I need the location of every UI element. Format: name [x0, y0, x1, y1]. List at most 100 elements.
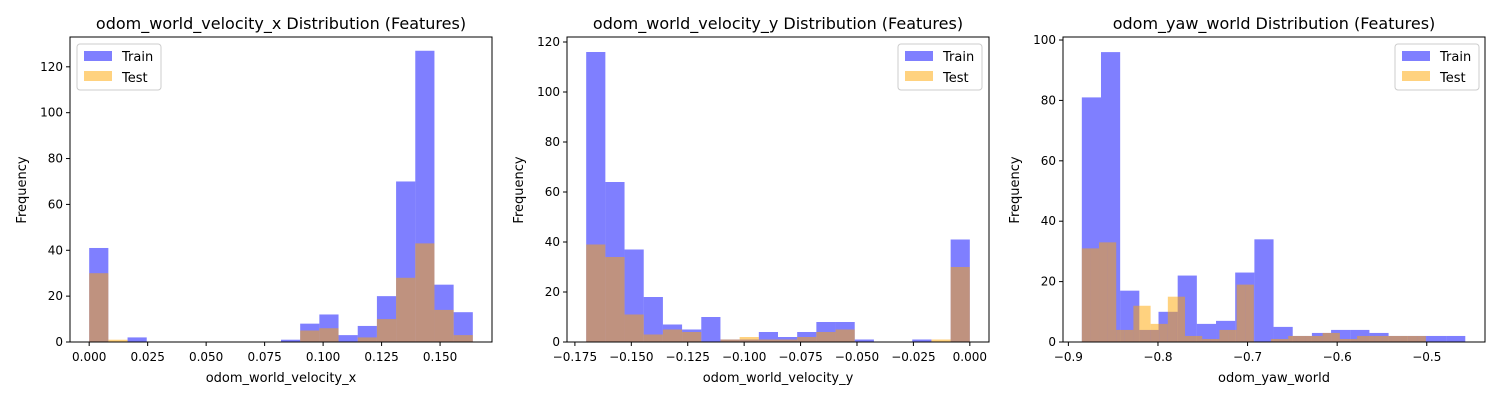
- histogram-bar-test: [1107, 242, 1117, 342]
- histogram-bar-test: [1339, 338, 1349, 342]
- histogram-bar-test: [1081, 248, 1091, 342]
- histogram-bar-test: [1210, 338, 1220, 342]
- y-tick-label: 80: [545, 135, 560, 149]
- histogram-bar-test: [931, 339, 951, 342]
- histogram-bar-test: [1150, 323, 1160, 342]
- histogram-bar-test: [1159, 323, 1168, 342]
- legend: Train Test: [76, 43, 162, 91]
- histogram-bar-test: [1185, 335, 1194, 342]
- histogram-bar-train: [701, 317, 721, 342]
- histogram-bar-test: [357, 337, 377, 342]
- histogram-bar-test: [415, 243, 435, 342]
- legend-swatch-train: [84, 51, 112, 61]
- histogram-bar-test: [376, 319, 397, 342]
- histogram-bar-test: [758, 339, 778, 342]
- histogram-bar-test: [778, 339, 798, 342]
- legend-label-test: Test: [942, 71, 969, 86]
- chart-panel-3: odom_yaw_world Distribution (Features) −…: [1008, 14, 1486, 386]
- histogram-bar-test: [319, 328, 339, 342]
- histogram-bar-test: [1365, 335, 1375, 342]
- legend-label-train: Train: [1439, 50, 1471, 65]
- legend-label-test: Test: [121, 71, 148, 86]
- histogram-bar-test: [1124, 329, 1134, 342]
- histogram-bar-test: [1305, 335, 1315, 342]
- histogram-bar-test: [108, 339, 128, 342]
- y-ticks: 0 20 40 60 80 100 120: [40, 60, 70, 349]
- histogram-bar-test: [1193, 335, 1203, 342]
- y-tick-label: 100: [537, 85, 560, 99]
- x-tick-label: −0.150: [609, 350, 653, 364]
- histogram-bar-test: [739, 337, 759, 342]
- bars-layer: [1081, 52, 1466, 343]
- x-tick-label: −0.100: [722, 350, 766, 364]
- histogram-bar-test: [1219, 329, 1229, 342]
- x-tick-label: 0.025: [130, 350, 164, 364]
- histogram-bar-test: [605, 257, 625, 342]
- histogram-bar-train: [338, 335, 358, 342]
- histogram-bar-test: [835, 329, 855, 342]
- y-tick-label: 40: [48, 243, 63, 257]
- y-tick-label: 60: [545, 185, 560, 199]
- histogram-bar-train: [912, 339, 932, 342]
- y-tick-label: 120: [40, 60, 63, 74]
- x-tick-label: −0.8: [1143, 350, 1172, 364]
- histogram-bar-test: [89, 273, 109, 342]
- legend: Train Test: [1394, 43, 1480, 91]
- histogram-bar-test: [1374, 335, 1383, 342]
- y-tick-label: 120: [537, 35, 560, 49]
- y-tick-label: 60: [1041, 154, 1056, 168]
- x-tick-label: 0.150: [423, 350, 457, 364]
- axes-frame: [566, 36, 990, 343]
- y-ticks: 0 20 40 60 80 100: [1033, 33, 1063, 349]
- bars-layer: [89, 50, 473, 342]
- x-tick-label: −0.125: [666, 350, 710, 364]
- histogram-bar-test: [1357, 335, 1366, 342]
- y-tick-label: 40: [545, 235, 560, 249]
- histogram-bar-train: [1254, 239, 1274, 342]
- x-axis-label: odom_world_velocity_y: [703, 371, 854, 386]
- histogram-bar-train: [453, 312, 473, 342]
- histogram-bar-test: [1099, 242, 1108, 342]
- histogram-bar-train: [643, 297, 663, 342]
- histogram-bar-test: [624, 314, 644, 342]
- histogram-bar-test: [1400, 335, 1409, 342]
- x-tick-label: 0.125: [364, 350, 398, 364]
- x-tick-label: 0.000: [72, 350, 106, 364]
- x-tick-label: 0.050: [189, 350, 223, 364]
- legend-swatch-train: [905, 51, 933, 61]
- x-tick-label: −0.6: [1323, 350, 1352, 364]
- histogram-bar-test: [1236, 284, 1246, 342]
- histogram-bar-test: [1314, 335, 1323, 342]
- bars-layer: [586, 52, 970, 342]
- histogram-bar-test: [300, 330, 320, 342]
- y-tick-label: 20: [48, 289, 63, 303]
- legend-swatch-test: [905, 71, 933, 81]
- x-tick-label: −0.175: [553, 350, 597, 364]
- x-tick-label: −0.5: [1412, 350, 1441, 364]
- y-tick-label: 20: [1041, 275, 1056, 289]
- histogram-bar-test: [396, 277, 416, 342]
- histogram-bar-test: [1245, 284, 1254, 342]
- y-tick-label: 20: [545, 285, 560, 299]
- y-tick-label: 0: [55, 335, 63, 349]
- x-ticks: 0.000 0.025 0.050 0.075 0.100 0.125 0.150: [72, 342, 457, 364]
- legend-swatch-test: [84, 71, 112, 81]
- histogram-bar-test: [1391, 335, 1401, 342]
- histogram-bar-test: [1228, 329, 1237, 342]
- x-tick-label: −0.9: [1054, 350, 1083, 364]
- legend-swatch-test: [1402, 71, 1430, 81]
- x-tick-label: −0.025: [891, 350, 935, 364]
- y-tick-label: 80: [1041, 93, 1056, 107]
- histogram-bar-test: [1116, 329, 1125, 342]
- histogram-bar-test: [1133, 305, 1143, 342]
- y-axis-label: Frequency: [512, 156, 527, 223]
- histogram-bar-test: [434, 309, 454, 342]
- histogram-bar-test: [1296, 335, 1306, 342]
- histogram-bar-test: [1167, 296, 1177, 342]
- y-tick-label: 60: [48, 197, 63, 211]
- y-tick-label: 100: [40, 106, 63, 120]
- histogram-bar-test: [1176, 296, 1186, 342]
- histogram-bar-test: [643, 334, 663, 342]
- histogram-bar-test: [586, 244, 606, 342]
